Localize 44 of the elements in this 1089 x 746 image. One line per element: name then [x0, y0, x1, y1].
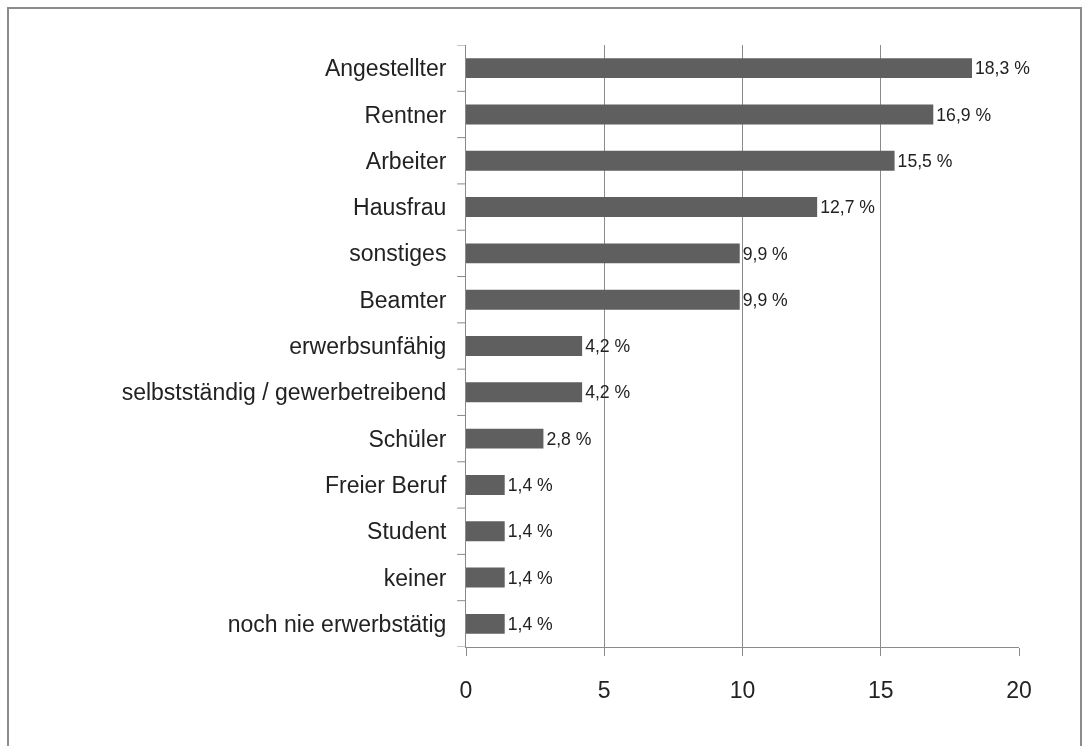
bar	[466, 567, 505, 588]
y-tick-label: Rentner	[364, 101, 447, 128]
data-label: 15,5 %	[897, 150, 953, 171]
y-tick-label: Hausfrau	[353, 194, 447, 221]
x-tick-label: 0	[459, 676, 473, 703]
y-tick-label: Arbeiter	[365, 147, 447, 174]
bar	[466, 382, 583, 403]
data-label: 9,9 %	[742, 243, 789, 264]
y-tick-label: keiner	[383, 564, 447, 591]
data-label: 1,4 %	[507, 475, 554, 496]
bar	[466, 289, 740, 310]
data-label: 18,3 %	[975, 58, 1031, 79]
bar	[466, 243, 740, 264]
y-tick-label: Student	[367, 518, 447, 545]
data-label: 1,4 %	[507, 521, 554, 542]
y-tick-label: Beamter	[359, 286, 447, 313]
bar	[466, 197, 818, 218]
bar	[466, 58, 972, 79]
y-tick-label: noch nie erwerbstätig	[227, 610, 447, 637]
y-tick-label: Angestellter	[324, 55, 447, 82]
data-label: 1,4 %	[507, 613, 554, 634]
bar	[466, 474, 505, 495]
data-label: 9,9 %	[742, 289, 789, 310]
x-tick-label: 5	[597, 676, 611, 703]
y-tick-label: selbstständig / gewerbetreibend	[121, 379, 447, 406]
data-label: 4,2 %	[585, 336, 631, 357]
y-tick-label: sonstiges	[349, 240, 447, 267]
x-tick-label: 20	[1006, 676, 1032, 703]
bar	[466, 613, 505, 634]
data-label: 12,7 %	[820, 197, 876, 218]
y-tick-label: erwerbsunfähig	[289, 333, 447, 360]
x-tick-label: 10	[729, 676, 756, 703]
bar	[466, 428, 544, 449]
y-tick-label: Schüler	[368, 425, 447, 452]
data-label: 16,9 %	[936, 104, 992, 125]
x-tick-label: 15	[867, 676, 894, 703]
bar	[466, 104, 934, 125]
y-tick-label: Freier Beruf	[324, 471, 447, 498]
data-label: 1,4 %	[507, 567, 554, 588]
bar	[466, 150, 895, 171]
data-label: 4,2 %	[585, 382, 631, 403]
data-label: 2,8 %	[546, 428, 592, 449]
bar	[466, 336, 583, 356]
bar	[466, 521, 505, 542]
